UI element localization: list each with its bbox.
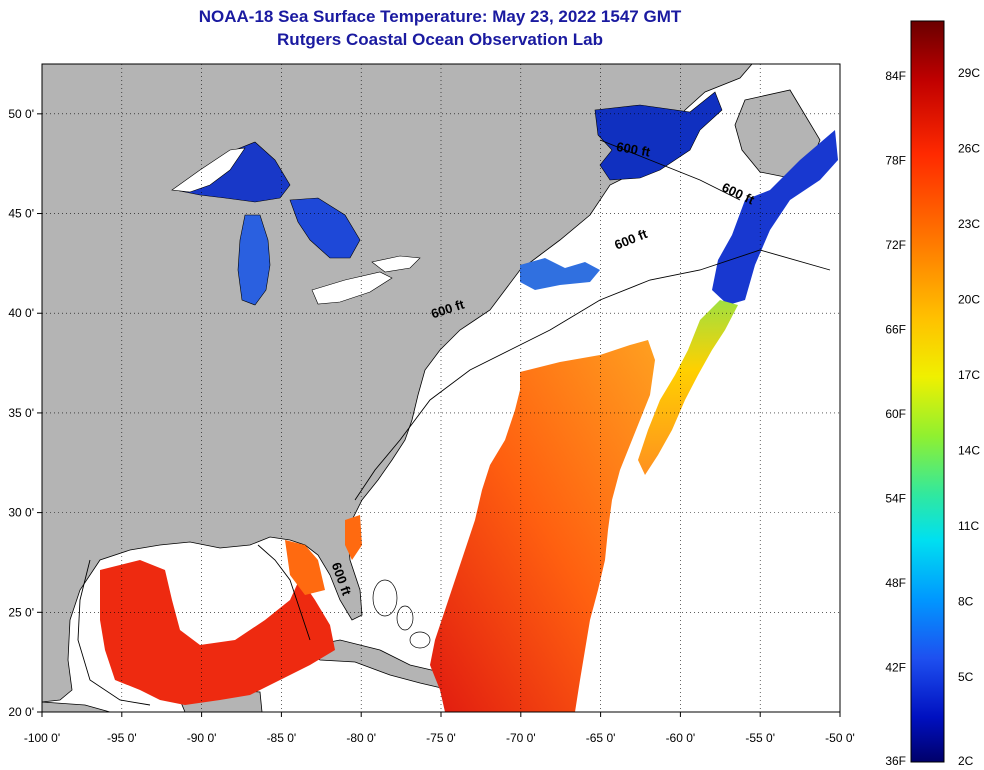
lake-michigan [237,214,271,306]
colorbar-c-label: 17C [958,368,980,382]
colorbar-c-label: 29C [958,66,980,80]
colorbar-c-label: 23C [958,217,980,231]
maine-gulf-cold [520,258,600,290]
land-north-america [42,64,753,703]
lat-tick-label: 50 0' [8,107,34,121]
florida-shelf-warm [285,515,362,595]
lat-tick-label: 20 0' [8,705,34,719]
colorbar-c-label: 11C [958,519,979,533]
colorbar-f-label: 48F [885,576,906,590]
lat-tick-label: 35 0' [8,406,34,420]
colorbar-f-label: 42F [885,661,906,675]
lat-tick-label: 40 0' [8,306,34,320]
colorbar-celsius-labels: 29C 26C 23C 20C 17C 14C 11C 8C 5C 2C [958,66,980,768]
lon-tick-label: -65 0' [586,731,616,745]
lon-tick-label: -95 0' [107,731,137,745]
lake-huron [289,197,361,259]
lat-tick-label: 25 0' [8,605,34,619]
lake-erie [311,271,393,305]
colorbar [910,20,945,763]
lat-tick-label: 30 0' [8,506,34,520]
lake-superior-west [171,147,246,193]
map-layers [42,64,838,712]
gulf-st-lawrence-east [712,130,838,305]
colorbar-fahrenheit-labels: 84F 78F 72F 66F 60F 54F 48F 42F 36F [885,69,906,768]
longitude-axis: -100 0' -95 0' -90 0' -85 0' -80 0' -75 0' -70… [24,712,855,745]
gulf-stream-warm [430,340,655,712]
colorbar-c-label: 2C [958,754,974,768]
contour-label: 600 ft [615,139,652,160]
gulf-of-mexico-warm [100,560,335,705]
colorbar-f-label: 84F [885,69,906,83]
lat-tick-label: 45 0' [8,207,34,221]
latitude-axis: 20 0' 25 0' 30 0' 35 0' 40 0' 45 0' 50 0' [8,107,42,719]
lon-tick-label: -85 0' [267,731,297,745]
map-title: NOAA-18 Sea Surface Temperature: May 23,… [198,7,682,26]
lon-tick-label: -60 0' [666,731,696,745]
bahamas-outlines [372,579,431,649]
lon-tick-label: -55 0' [745,731,775,745]
lon-tick-label: -50 0' [825,731,855,745]
colorbar-c-label: 20C [958,293,980,307]
lon-tick-label: -75 0' [426,731,456,745]
colorbar-f-label: 36F [885,754,906,768]
colorbar-c-label: 26C [958,142,980,156]
colorbar-c-label: 5C [958,670,974,684]
colorbar-f-label: 60F [885,407,906,421]
colorbar-c-label: 8C [958,595,974,609]
map-subtitle: Rutgers Coastal Ocean Observation Lab [277,30,603,49]
colorbar-f-label: 72F [885,238,906,252]
depth-contour-lines [77,139,831,706]
colorbar-c-label: 14C [958,444,980,458]
graticule-grid [42,64,840,712]
lon-tick-label: -100 0' [24,731,60,745]
lon-tick-label: -70 0' [506,731,536,745]
colorbar-f-label: 54F [885,492,906,506]
lake-ontario [371,255,421,273]
swath-edge-band [638,300,738,475]
great-lakes [171,141,421,306]
lon-tick-label: -80 0' [346,731,376,745]
colorbar-f-label: 66F [885,323,906,337]
lon-tick-label: -90 0' [187,731,217,745]
colorbar-f-label: 78F [885,154,906,168]
